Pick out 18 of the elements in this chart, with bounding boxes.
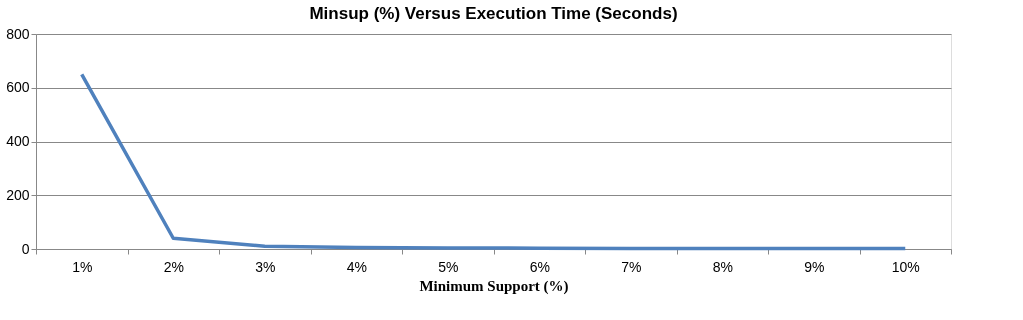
line-series (80, 72, 907, 251)
x-tick-label: 8% (712, 258, 733, 275)
x-tick-label: 5% (438, 258, 459, 275)
x-tick-label: 2% (163, 258, 184, 275)
x-axis-title: Minimum Support (%) (419, 277, 569, 295)
y-tick-label: 0 (21, 240, 30, 257)
y-tick-label: 600 (6, 79, 30, 96)
y-tick-label: 400 (6, 133, 30, 149)
y-tick-label: 200 (6, 186, 30, 203)
x-tick-label: 3% (255, 258, 276, 275)
y-tick-label: 800 (6, 25, 30, 42)
x-tick-label: 1% (72, 258, 93, 275)
x-tick-label: 7% (621, 258, 642, 275)
x-tick-label: 6% (529, 258, 550, 275)
x-tick-label: 10% (891, 258, 920, 275)
x-tick-label: 9% (804, 258, 825, 275)
chart-title: Minsup (%) Versus Execution Time (Seconds) (309, 4, 678, 23)
x-tick-label: 4% (346, 258, 367, 275)
